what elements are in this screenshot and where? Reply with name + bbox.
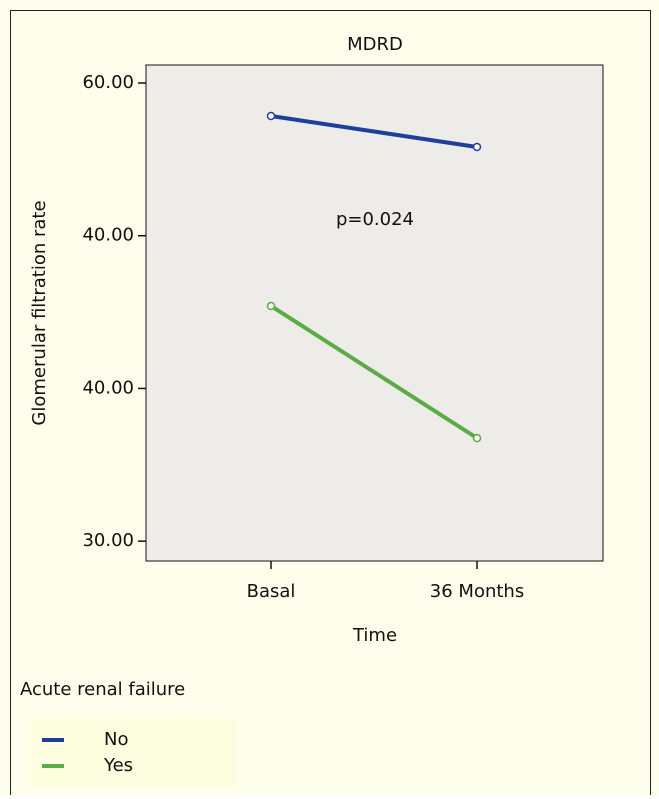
x-tick-label: 36 Months (430, 581, 524, 602)
frame (10, 10, 651, 795)
chart-title: MDRD (347, 34, 403, 55)
legend-label: Yes (103, 755, 133, 776)
point (472, 142, 482, 152)
y-tick-label: 40.00 (82, 225, 134, 246)
legend-label: No (104, 729, 128, 750)
point (266, 301, 276, 311)
point (266, 111, 276, 121)
point (472, 433, 482, 443)
y-tick-label: 40.00 (82, 377, 134, 398)
x-axis-label: Time (352, 625, 397, 646)
line (269, 304, 479, 440)
annotation: p=0.024 (336, 209, 414, 230)
line (270, 114, 478, 149)
y-tick-label: 60.00 (82, 72, 134, 93)
legend-title: Acute renal failure (20, 679, 185, 700)
legend-box (30, 718, 237, 788)
y-axis-label: Glomerular filtration rate (29, 200, 50, 425)
plot-area (145, 64, 604, 562)
x-tick-label: Basal (247, 581, 296, 602)
y-tick-label: 30.00 (82, 530, 134, 551)
